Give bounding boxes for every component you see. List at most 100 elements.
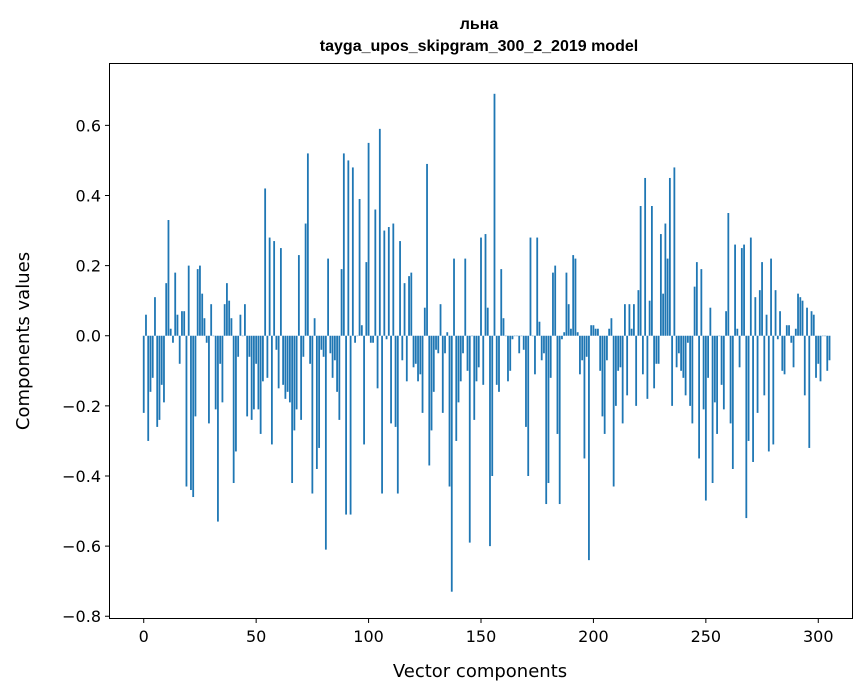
bar-component-75 [311,335,314,494]
bar-component-280 [772,335,775,445]
bar-component-277 [765,314,768,336]
bar-component-230 [659,234,662,336]
bar-component-204 [601,335,604,417]
bar-component-261 [729,335,732,424]
bar-component-139 [455,335,458,441]
bar-component-227 [653,335,656,389]
y-axis-ticks: −0.8 −0.6 −0.4 −0.2 0.0 0.2 0.4 0.6 [62,116,110,626]
bar-component-21 [190,335,192,491]
bar-component-163 [509,335,512,371]
bar-component-74 [309,335,312,364]
bar-component-30 [210,304,213,336]
bar-component-279 [770,258,772,336]
bar-component-57 [270,335,273,445]
bar-component-56 [268,237,271,336]
y-tick-label: −0.4 [62,467,101,486]
bar-component-246 [695,262,698,336]
bar-component-85 [333,335,336,361]
bar-component-34 [219,335,222,364]
bar-component-283 [779,311,781,336]
bar-component-194 [579,335,581,375]
bar-component-38 [228,300,231,336]
bar-component-50 [255,335,258,364]
bar-component-286 [785,325,788,336]
bar-component-193 [576,332,579,336]
bar-component-133 [441,335,444,413]
bar-component-120 [412,335,415,368]
bar-component-148 [475,335,478,382]
bar-component-61 [279,248,282,336]
bar-component-249 [702,335,705,410]
bar-component-113 [396,335,399,494]
bar-component-93 [351,167,354,336]
bar-component-284 [781,335,784,371]
x-tick-label: 150 [466,627,497,646]
bar-component-55 [266,335,269,378]
bar-component-157 [495,335,498,385]
bar-component-275 [761,262,763,336]
y-tick-label: −0.6 [62,537,101,556]
bar-component-145 [468,335,471,543]
bar-component-109 [387,227,390,336]
bar-component-23 [194,335,197,417]
bar-component-271 [752,335,754,462]
bar-component-182 [552,272,554,336]
bar-component-14 [174,272,177,336]
bar-component-301 [819,335,822,382]
bar-component-98 [363,335,365,445]
bar-component-111 [392,223,395,336]
bar-component-114 [399,241,401,336]
x-tick-label: 50 [246,627,266,646]
bar-component-216 [628,304,631,336]
bar-component-94 [354,335,356,343]
bar-component-189 [567,304,570,336]
bar-component-214 [624,304,626,336]
bar-component-209 [612,335,615,487]
bar-component-156 [493,93,496,336]
bar-component-232 [664,223,667,336]
bar-component-119 [410,272,413,336]
bar-component-268 [745,335,748,519]
bar-component-237 [675,335,678,368]
bar-component-115 [401,335,404,361]
bar-component-26 [201,293,204,336]
bar-component-137 [450,335,453,592]
bar-component-123 [419,335,422,375]
x-tick-label: 200 [578,627,609,646]
bars-group [142,93,831,592]
bar-component-103 [374,209,377,336]
bar-component-206 [606,335,608,361]
bar-component-62 [282,335,285,385]
y-tick-label: 0.2 [76,257,101,276]
bar-component-5 [154,297,156,336]
bar-component-181 [549,335,552,378]
bar-component-71 [302,335,305,357]
x-tick-label: 300 [803,627,834,646]
bar-component-112 [394,335,397,427]
bar-component-207 [608,328,611,336]
bar-component-183 [554,265,557,336]
bar-component-67 [293,335,296,431]
bar-component-63 [284,335,287,399]
bar-component-210 [615,335,617,406]
bar-component-169 [522,335,525,350]
bar-component-201 [594,328,597,336]
bar-component-185 [558,335,561,505]
bar-component-252 [709,307,712,336]
bar-component-87 [338,335,341,420]
bar-component-296 [808,335,811,448]
chart-subtitle: tayga_upos_skipgram_300_2_2019 model [320,38,638,55]
bar-component-150 [480,237,482,336]
y-tick-label: 0.0 [76,327,101,346]
bar-component-2 [147,335,150,441]
bar-component-110 [390,335,392,424]
bar-component-1 [145,314,147,336]
bar-component-248 [700,269,703,336]
bar-component-41 [235,335,237,452]
bar-component-270 [749,237,752,336]
bar-component-278 [767,335,770,452]
bar-component-162 [507,335,509,382]
bar-component-299 [815,335,817,378]
bar-component-298 [812,314,815,336]
bar-component-80 [322,335,325,357]
